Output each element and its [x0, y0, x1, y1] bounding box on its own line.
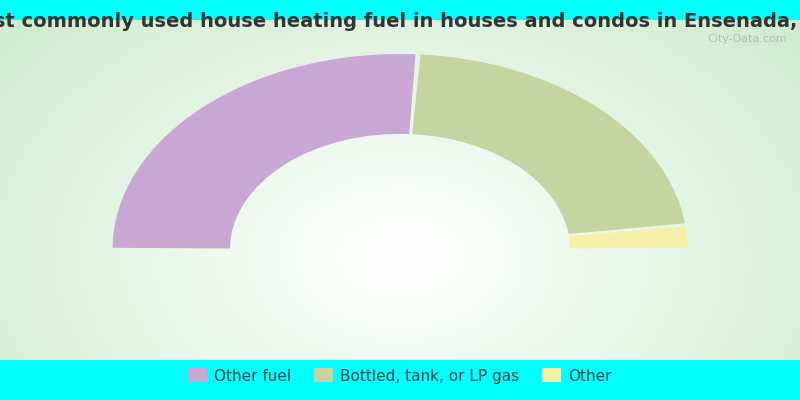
Legend: Other fuel, Bottled, tank, or LP gas, Other: Other fuel, Bottled, tank, or LP gas, Ot… [182, 362, 618, 390]
Text: City-Data.com: City-Data.com [708, 34, 787, 44]
Wedge shape [569, 227, 687, 248]
Wedge shape [412, 54, 685, 234]
Text: Most commonly used house heating fuel in houses and condos in Ensenada, NM: Most commonly used house heating fuel in… [0, 12, 800, 31]
Wedge shape [113, 54, 415, 248]
